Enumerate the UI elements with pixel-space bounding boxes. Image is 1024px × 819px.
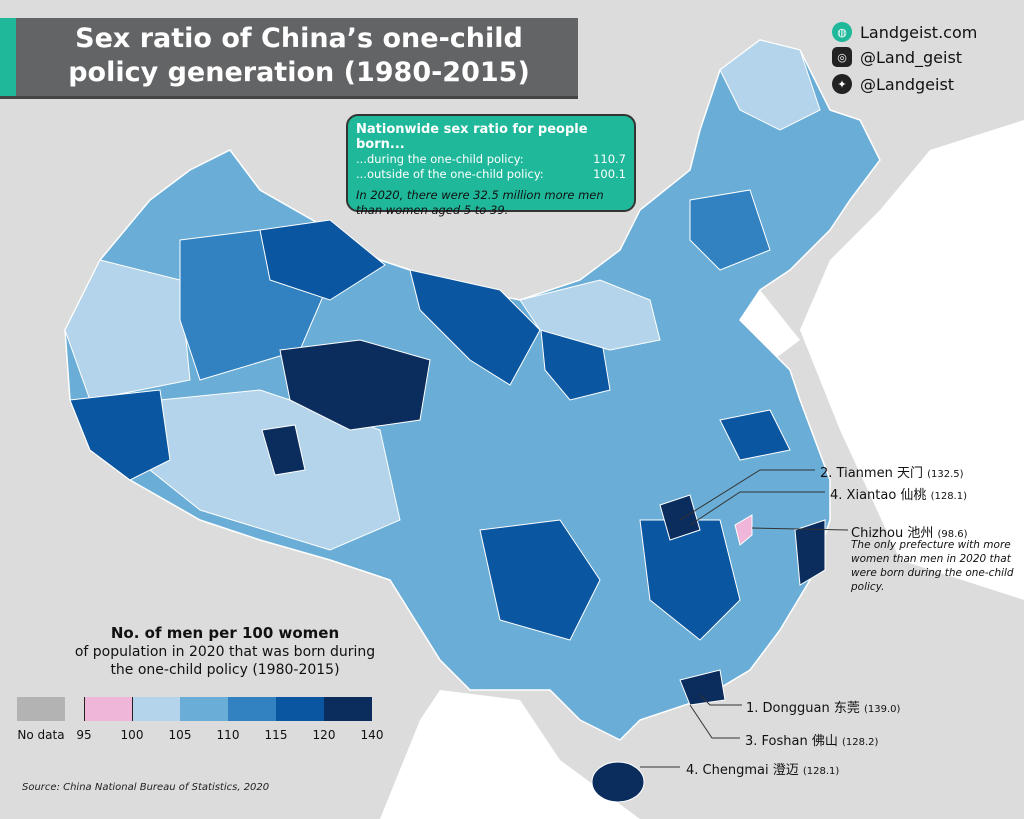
social-label: @Land_geist [860, 47, 963, 67]
chizhou-note: The only prefecture with more women than… [851, 539, 1014, 593]
legend-tick: 100 [120, 728, 144, 742]
taiwan [838, 625, 858, 690]
legend-tick: 140 [360, 728, 384, 742]
source-note: Source: China National Bureau of Statist… [22, 782, 270, 793]
region [519, 279, 661, 351]
region [659, 494, 701, 541]
info-heading: Nationwide sex ratio for people born... [356, 122, 588, 152]
region [719, 409, 791, 461]
social-label: Landgeist.com [860, 22, 978, 42]
instagram-icon: ◎ [832, 47, 852, 67]
annotation-tianmen: 2. Tianmen 天门 (132.5) [820, 466, 964, 481]
legend-no-data-swatch [17, 697, 65, 721]
legend-tick: 110 [216, 728, 240, 742]
region [259, 219, 386, 301]
region [64, 259, 191, 401]
legend-heading: No. of men per 100 women [110, 624, 340, 642]
region [479, 519, 601, 641]
legend-tick: 120 [312, 728, 336, 742]
legend-swatch [324, 697, 372, 721]
accent-strip [0, 18, 16, 96]
region [689, 189, 771, 271]
info-note: In 2020, there were 32.5 million more me… [356, 188, 604, 217]
legend-swatch [180, 697, 228, 721]
legend-swatch [84, 697, 133, 721]
legend-subtitle: of population in 2020 that was born duri… [74, 644, 376, 678]
legend-swatch [132, 697, 181, 721]
annotation-chizhou: Chizhou 池州 (98.6) [851, 526, 968, 541]
region [639, 519, 741, 641]
info-row: ...outside of the one-child policy: 100.1 [356, 167, 626, 182]
region [69, 389, 171, 481]
region-chizhou [734, 514, 753, 546]
title-banner: Sex ratio of China’s one-child policy ge… [0, 18, 578, 99]
globe-icon: ◍ [832, 22, 852, 42]
annotation-dongguan: 1. Dongguan 东莞 (139.0) [746, 701, 901, 716]
info-row: ...during the one-child policy: 110.7 [356, 152, 626, 167]
page-title: Sex ratio of China’s one-child policy ge… [68, 23, 530, 88]
leader-lines [640, 469, 849, 768]
legend-title: No. of men per 100 women of population i… [70, 624, 380, 679]
legend-tick: 115 [264, 728, 288, 742]
info-label: ...outside of the one-child policy: [356, 167, 544, 181]
twitter-icon: ✦ [832, 74, 852, 94]
social-twitter[interactable]: ✦ @Landgeist [832, 74, 954, 94]
sea [380, 120, 1024, 819]
region [279, 339, 431, 431]
annotation-xiantao: 4. Xiantao 仙桃 (128.1) [830, 488, 967, 503]
social-label: @Landgeist [860, 74, 955, 94]
annotation-foshan: 3. Foshan 佛山 (128.2) [745, 734, 879, 749]
legend-tick: 95 [76, 728, 92, 742]
hainan [591, 761, 645, 803]
legend-no-data-label: No data [17, 728, 65, 742]
region [794, 519, 826, 586]
info-value: 100.1 [593, 167, 626, 181]
legend-swatch [276, 697, 324, 721]
info-value: 110.7 [593, 152, 626, 166]
annotation-chengmai: 4. Chengmai 澄迈 (128.1) [686, 763, 840, 778]
social-website[interactable]: ◍ Landgeist.com [832, 22, 977, 42]
region [409, 269, 541, 386]
region [719, 39, 821, 131]
info-label: ...during the one-child policy: [356, 152, 524, 166]
region [679, 669, 726, 706]
social-instagram[interactable]: ◎ @Land_geist [832, 47, 962, 67]
legend-tick: 105 [168, 728, 192, 742]
legend-swatch [228, 697, 276, 721]
info-box: Nationwide sex ratio for people born... … [346, 114, 636, 217]
region [261, 424, 306, 476]
